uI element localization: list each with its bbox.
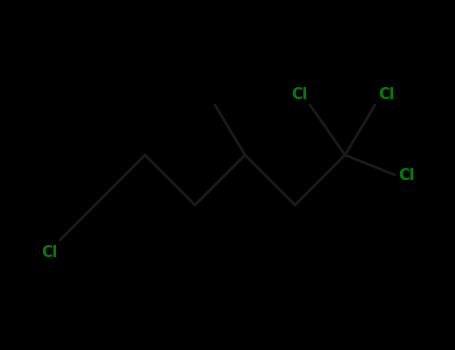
Text: Cl: Cl <box>378 87 394 102</box>
Text: Cl: Cl <box>41 245 57 260</box>
Text: Cl: Cl <box>398 168 414 182</box>
Text: Cl: Cl <box>291 87 307 102</box>
